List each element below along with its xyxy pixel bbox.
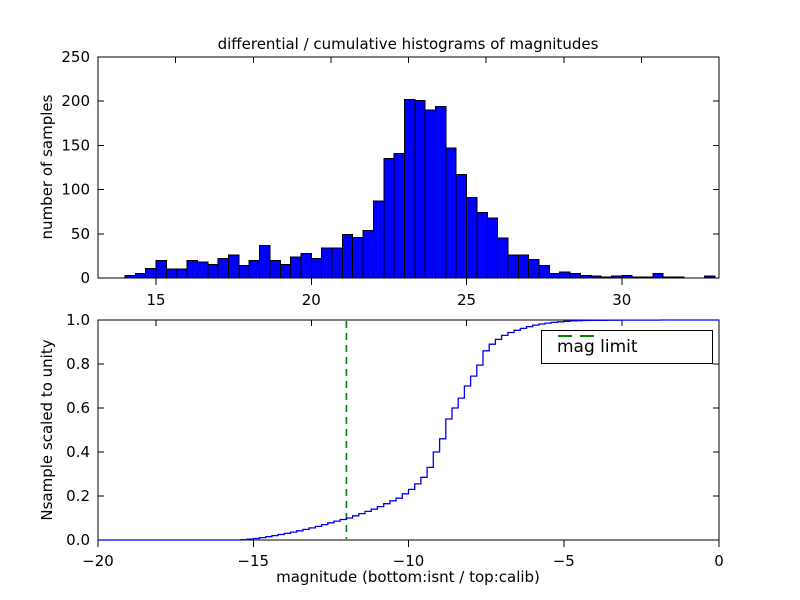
histogram-bar xyxy=(372,200,385,279)
histogram-bar xyxy=(352,236,364,279)
histogram-bar xyxy=(279,264,292,279)
histogram-bar xyxy=(538,265,550,279)
histogram-bar xyxy=(310,258,323,279)
histogram-bar xyxy=(559,271,571,279)
histogram-bar xyxy=(652,273,664,279)
tick-label: 100 xyxy=(61,181,90,199)
tick-label: 25 xyxy=(457,291,476,309)
bottom-y-axis-label: Nsample scaled to unity xyxy=(38,339,56,521)
tick-label: 200 xyxy=(61,92,90,110)
figure-title: differential / cumulative histograms of … xyxy=(217,35,599,53)
histogram-bar xyxy=(196,261,209,279)
histogram-bar xyxy=(165,268,178,279)
top-axes xyxy=(97,56,720,285)
histogram-bar xyxy=(466,197,478,279)
histogram-bar xyxy=(248,259,261,279)
histogram-bar xyxy=(403,98,416,279)
histogram-bar xyxy=(300,252,312,279)
histogram-bar xyxy=(507,254,519,279)
histogram-bar xyxy=(435,106,447,279)
histogram-bar xyxy=(228,254,240,279)
bottom-x-axis-label: magnitude (bottom:isnt / top:calib) xyxy=(276,568,540,586)
histogram-bar xyxy=(393,152,405,279)
tick-label: −10 xyxy=(393,552,425,570)
histogram-bar xyxy=(455,174,468,279)
histogram-bar xyxy=(269,259,281,279)
histogram-bar xyxy=(341,234,354,279)
tick-label: 0.0 xyxy=(66,531,90,549)
mag-limit-dash-icon xyxy=(558,335,594,337)
tick-label: 30 xyxy=(612,291,631,309)
histogram-bar xyxy=(424,109,437,279)
tick-label: −15 xyxy=(237,552,269,570)
histogram-bar xyxy=(290,256,302,279)
histogram-bar xyxy=(259,244,271,279)
histogram-bar xyxy=(207,264,219,279)
histogram-bar xyxy=(414,99,426,279)
cumulative-curve xyxy=(98,319,719,541)
tick-label: 1.0 xyxy=(66,311,90,329)
histogram-bar xyxy=(331,247,343,279)
legend-label: mag limit xyxy=(557,336,638,357)
histogram-bar xyxy=(362,229,374,279)
histogram-bar xyxy=(569,273,581,279)
tick-label: 50 xyxy=(71,225,90,243)
tick-label: 250 xyxy=(61,48,90,66)
histogram-bar xyxy=(217,258,230,279)
histogram-bar xyxy=(155,259,167,279)
tick-label: 0.2 xyxy=(66,487,90,505)
tick-label: 150 xyxy=(61,136,90,154)
tick-label: 15 xyxy=(147,291,166,309)
tick-label: 0.8 xyxy=(66,355,90,373)
tick-label: 0.4 xyxy=(66,443,90,461)
tick-label: −20 xyxy=(82,552,114,570)
histogram-bar xyxy=(238,265,250,279)
histogram-bar xyxy=(548,273,561,279)
histogram-bar xyxy=(383,158,395,279)
histogram-bar xyxy=(497,237,509,279)
histogram-bar xyxy=(145,267,157,279)
legend: mag limit xyxy=(541,330,713,364)
tick-label: −5 xyxy=(553,552,575,570)
histogram-bar xyxy=(445,147,457,279)
histogram-bar xyxy=(528,258,540,279)
histogram-bar xyxy=(486,217,499,279)
histogram-bar xyxy=(476,212,488,279)
tick-label: 0 xyxy=(80,269,90,287)
tick-label: 20 xyxy=(302,291,321,309)
tick-label: 0.6 xyxy=(66,399,90,417)
tick-label: 0 xyxy=(714,552,724,570)
histogram-bar xyxy=(134,273,147,279)
histogram-bar xyxy=(176,268,188,279)
histogram-bar xyxy=(517,254,530,279)
histogram-bar xyxy=(321,247,333,279)
histogram-bars xyxy=(124,98,716,279)
top-y-axis-label: number of samples xyxy=(38,94,56,240)
bottom-axes xyxy=(97,319,720,547)
histogram-bar xyxy=(186,259,198,279)
